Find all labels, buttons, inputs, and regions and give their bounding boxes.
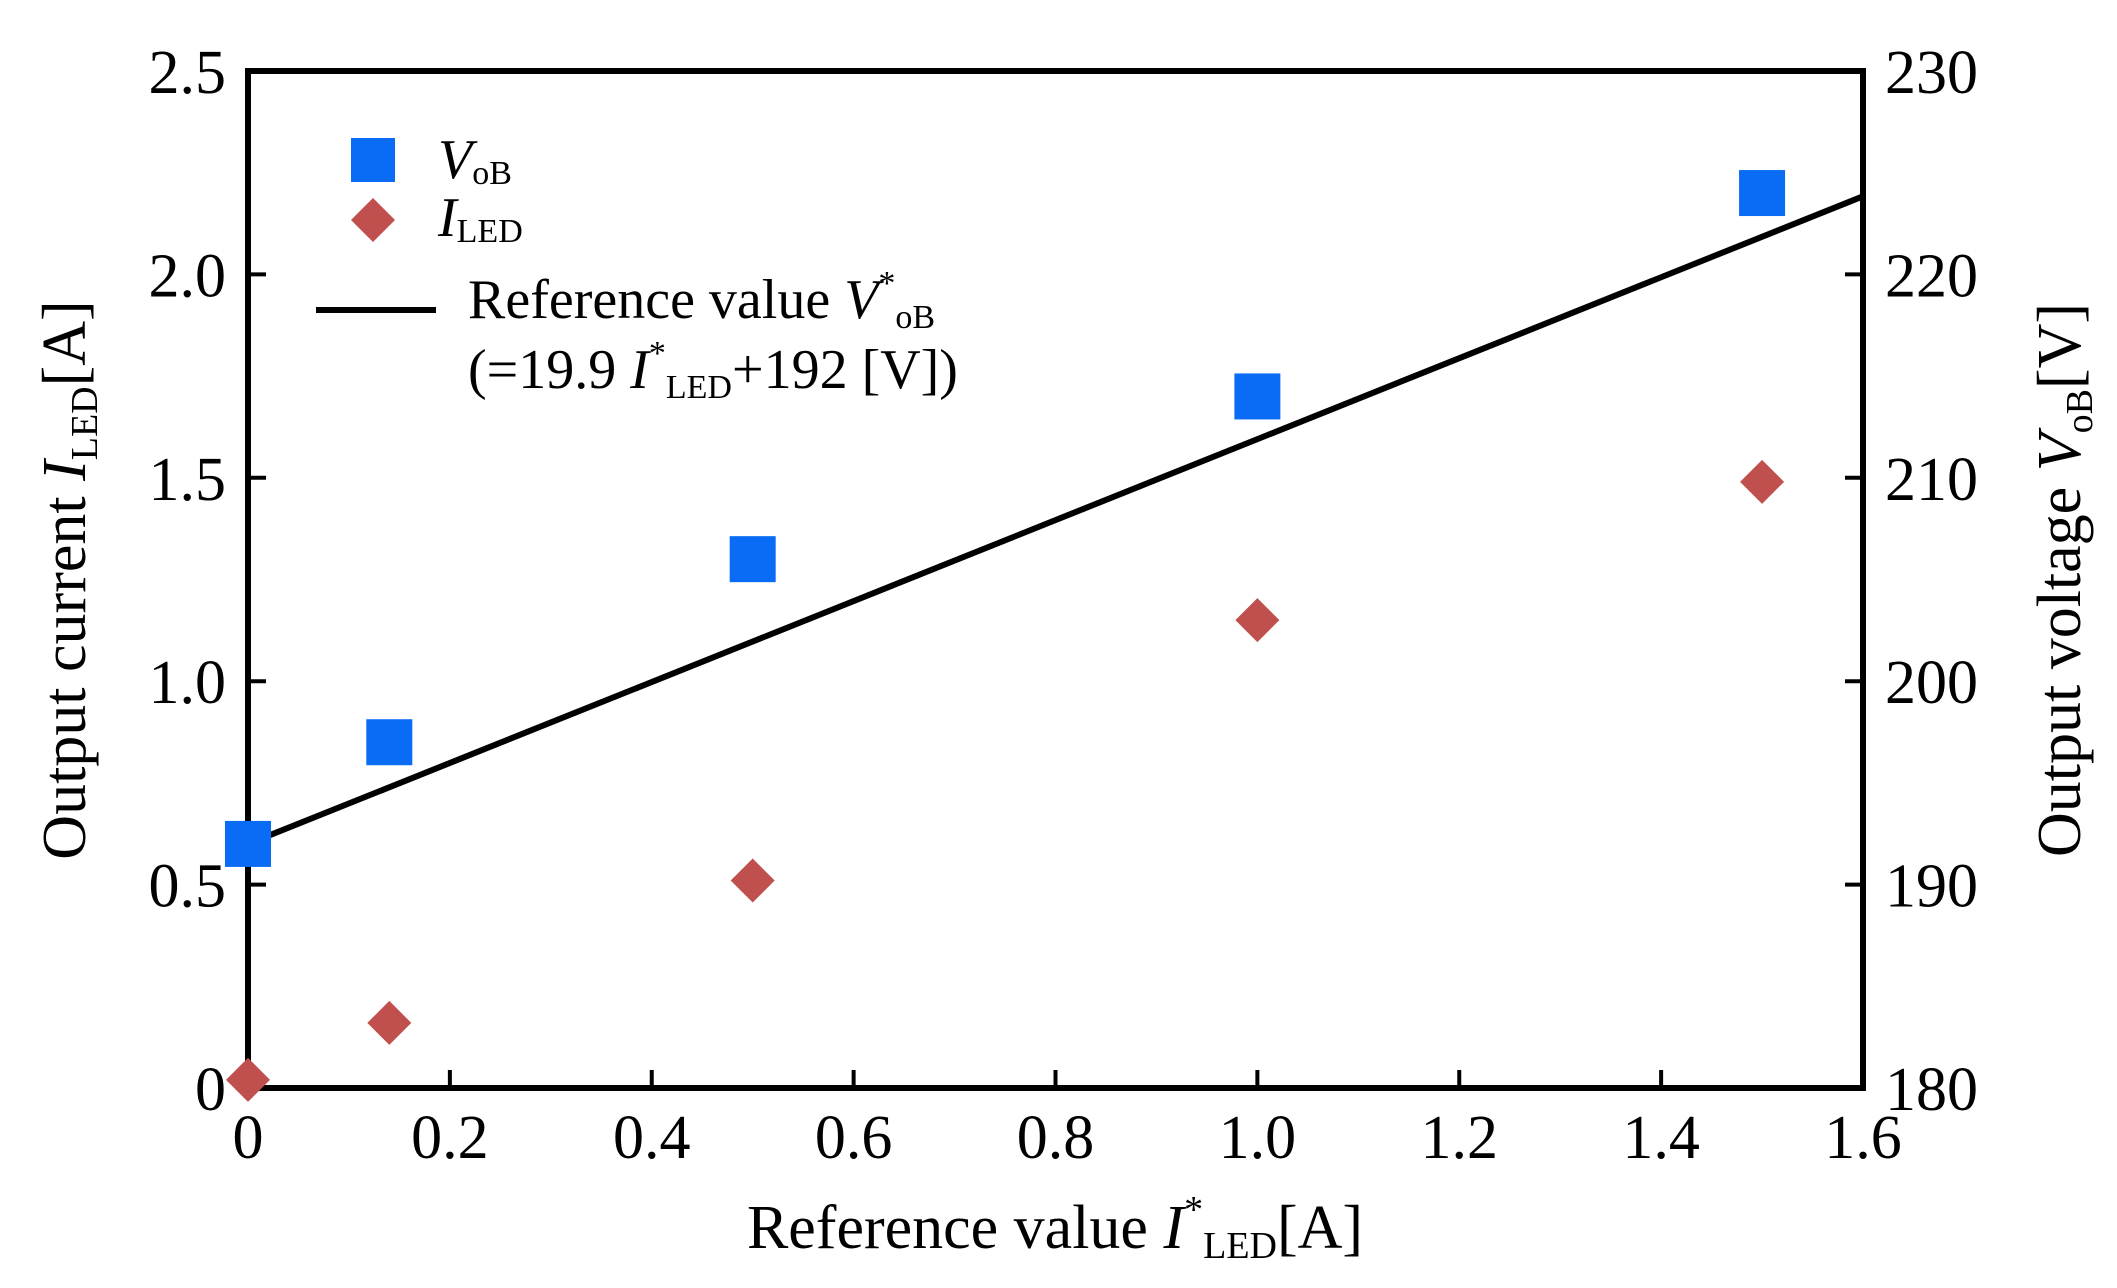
- y-left-tick-label: 0.5: [149, 853, 227, 921]
- y-right-axis-ticks: 180 190 200 210 220 230: [1845, 39, 1978, 1124]
- legend-vob-label: VoB: [438, 129, 512, 192]
- y-right-title-sub: oB: [2059, 389, 2101, 433]
- y-left-title-symbol: I: [31, 457, 99, 482]
- y-left-title-unit: [A]: [31, 300, 99, 386]
- y-left-title-main: Output current: [31, 481, 99, 860]
- legend-ref-symbol: V: [844, 269, 884, 331]
- y-right-axis-title: Output voltage VoB[V]: [2026, 303, 2101, 857]
- y-right-title-symbol: V: [2026, 427, 2094, 471]
- y-left-tick-label: 1.0: [149, 649, 227, 717]
- vob-point: [366, 719, 413, 766]
- x-tick-label: 1.4: [1622, 1104, 1700, 1172]
- legend-ref-label-line2: (=19.9 I*LED+192 [V]): [468, 335, 958, 406]
- legend-ref-sub: oB: [895, 299, 935, 336]
- x-axis-title-sup: *: [1184, 1189, 1203, 1231]
- x-tick-label: 1.6: [1824, 1104, 1902, 1172]
- x-tick-label: 0.4: [613, 1104, 691, 1172]
- y-left-axis-title: Output current ILED[A]: [31, 300, 106, 859]
- iled-point: [730, 858, 775, 903]
- x-axis-title-unit: [A]: [1277, 1194, 1363, 1262]
- y-right-tick-label: 210: [1885, 446, 1978, 514]
- y-left-tick-label: 0: [195, 1056, 226, 1124]
- legend-vob-marker: [351, 138, 395, 182]
- legend-ref-main: Reference value: [468, 269, 844, 331]
- legend-iled-sub: LED: [457, 213, 523, 250]
- iled-point: [1235, 598, 1280, 643]
- legend-ref-sup: *: [878, 265, 895, 302]
- y-left-tick-label: 1.5: [149, 446, 227, 514]
- reference-line-series: [246, 193, 1865, 847]
- y-left-tick-label: 2.5: [149, 39, 227, 107]
- y-right-tick-label: 220: [1885, 242, 1978, 310]
- legend-ref-eq-sup: *: [649, 335, 666, 372]
- vob-series: [225, 170, 1786, 867]
- x-axis-title-sub: LED: [1203, 1225, 1277, 1267]
- legend-iled-symbol: I: [437, 187, 459, 249]
- y-left-tick-label: 2.0: [149, 242, 227, 310]
- x-axis-ticks: 0 0.2 0.4 0.6 0.8 1.0 1.2 1.4 1.6: [233, 1070, 1902, 1172]
- iled-point: [1740, 459, 1785, 504]
- legend-ref-label-line1: Reference value V*oB: [468, 265, 935, 336]
- iled-point: [367, 1000, 412, 1045]
- y-left-title-sub: LED: [64, 386, 106, 460]
- x-axis-title-symbol: I: [1162, 1194, 1187, 1262]
- iled-series: [226, 459, 1785, 1102]
- legend: VoB ILED Reference value V*oB (=19.9 I*L…: [316, 129, 958, 406]
- x-axis-title-main: Reference value: [747, 1194, 1164, 1262]
- legend-ref-eq-sub: LED: [666, 369, 732, 406]
- x-tick-label: 0: [233, 1104, 264, 1172]
- reference-line: [246, 193, 1865, 847]
- vob-point: [1739, 170, 1786, 217]
- legend-iled-marker: [351, 198, 395, 242]
- x-tick-label: 0.2: [411, 1104, 489, 1172]
- legend-vob-sub: oB: [472, 155, 512, 192]
- y-right-tick-label: 190: [1885, 853, 1978, 921]
- vob-point: [729, 536, 776, 583]
- y-right-tick-label: 230: [1885, 39, 1978, 107]
- y-right-tick-label: 180: [1885, 1056, 1978, 1124]
- y-right-title-main: Output voltage: [2026, 471, 2094, 857]
- iled-point: [226, 1057, 270, 1102]
- legend-ref-eq-b: +192 [V]): [732, 339, 958, 401]
- y-right-tick-label: 200: [1885, 649, 1978, 717]
- vob-point: [1234, 373, 1281, 420]
- legend-vob-symbol: V: [438, 129, 478, 191]
- legend-iled-label: ILED: [437, 187, 523, 250]
- x-tick-label: 1.0: [1219, 1104, 1297, 1172]
- x-tick-label: 1.2: [1421, 1104, 1499, 1172]
- x-tick-label: 0.8: [1017, 1104, 1095, 1172]
- x-axis-title: Reference value I*LED[A]: [747, 1189, 1363, 1267]
- legend-ref-eq-a: (=19.9: [468, 339, 630, 401]
- x-tick-label: 0.6: [815, 1104, 893, 1172]
- vob-point: [225, 820, 271, 867]
- y-left-axis-ticks: 0 0.5 1.0 1.5 2.0 2.5: [149, 39, 266, 1124]
- legend-ref-eq-symbol: I: [629, 339, 651, 401]
- y-right-title-unit: [V]: [2026, 303, 2094, 389]
